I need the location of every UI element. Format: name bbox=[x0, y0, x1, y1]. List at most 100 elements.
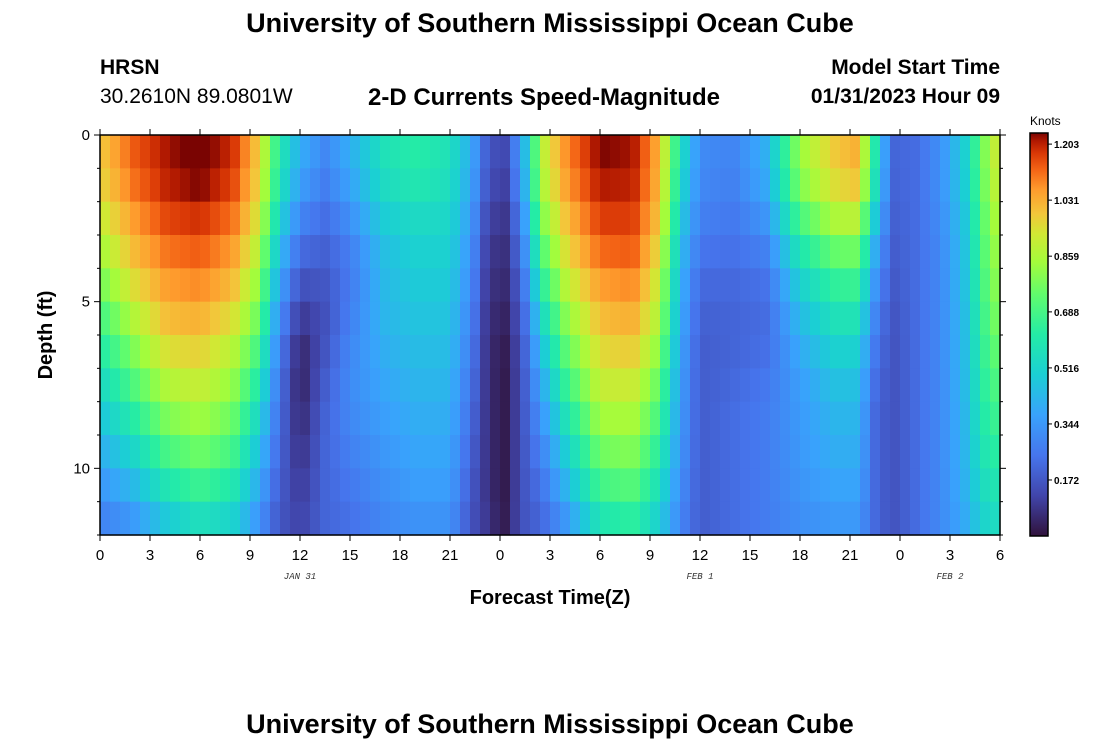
heatmap-cell bbox=[400, 368, 411, 403]
heatmap-cell bbox=[110, 135, 121, 169]
heatmap-cell bbox=[840, 201, 851, 236]
heatmap-cell bbox=[790, 201, 801, 236]
heatmap-cell bbox=[990, 335, 1001, 369]
heatmap-cell bbox=[640, 268, 651, 303]
heatmap-cell bbox=[930, 268, 941, 303]
colorbar-tick-label: 0.344 bbox=[1054, 420, 1079, 431]
heatmap-cell bbox=[620, 168, 631, 203]
heatmap-cell bbox=[300, 468, 311, 503]
heatmap-cell bbox=[600, 235, 611, 269]
heatmap-cell bbox=[280, 268, 291, 303]
heatmap-cell bbox=[860, 301, 871, 336]
heatmap-cell bbox=[900, 401, 911, 436]
heatmap-cell bbox=[340, 168, 351, 203]
heatmap-cell bbox=[860, 501, 871, 536]
heatmap-cell bbox=[790, 401, 801, 436]
heatmap-cell bbox=[460, 435, 471, 469]
heatmap-cell bbox=[100, 368, 111, 403]
heatmap-cell bbox=[240, 368, 251, 403]
heatmap-cell bbox=[200, 168, 211, 203]
heatmap-cell bbox=[400, 468, 411, 503]
heatmap-cell bbox=[800, 468, 811, 503]
heatmap-cell bbox=[530, 201, 541, 236]
heatmap-cell bbox=[170, 501, 181, 536]
heatmap-cell bbox=[440, 468, 451, 503]
heatmap-cell bbox=[420, 201, 431, 236]
heatmap-cell bbox=[230, 335, 241, 369]
heatmap-cell bbox=[490, 401, 501, 436]
heatmap-cell bbox=[230, 235, 241, 269]
heatmap-cell bbox=[220, 201, 231, 236]
heatmap-cell bbox=[400, 168, 411, 203]
heatmap-cell bbox=[320, 368, 331, 403]
heatmap-cell bbox=[820, 501, 831, 536]
heatmap-cell bbox=[780, 468, 791, 503]
heatmap-cell bbox=[150, 301, 161, 336]
heatmap-cell bbox=[600, 435, 611, 469]
heatmap-cell bbox=[770, 135, 781, 169]
heatmap-cell bbox=[890, 301, 901, 336]
heatmap-cell bbox=[450, 401, 461, 436]
heatmap-cell bbox=[880, 435, 891, 469]
heatmap-cell bbox=[390, 368, 401, 403]
heatmap-cell bbox=[790, 235, 801, 269]
heatmap-cell bbox=[830, 501, 841, 536]
heatmap-cell bbox=[670, 401, 681, 436]
heatmap-cell bbox=[400, 401, 411, 436]
heatmap-cell bbox=[960, 301, 971, 336]
heatmap-cell bbox=[470, 235, 481, 269]
heatmap-cell bbox=[180, 135, 191, 169]
heatmap-cell bbox=[610, 435, 621, 469]
heatmap-cell bbox=[600, 335, 611, 369]
heatmap-cell bbox=[160, 168, 171, 203]
heatmap-cell bbox=[440, 501, 451, 536]
heatmap-cell bbox=[830, 401, 841, 436]
heatmap-cell bbox=[360, 301, 371, 336]
heatmap-cell bbox=[880, 168, 891, 203]
heatmap-cell bbox=[390, 268, 401, 303]
heatmap-cell bbox=[830, 435, 841, 469]
heatmap-cell bbox=[640, 301, 651, 336]
heatmap-cell bbox=[920, 301, 931, 336]
heatmap-cell bbox=[810, 501, 821, 536]
heatmap-cell bbox=[530, 401, 541, 436]
heatmap-cell bbox=[540, 201, 551, 236]
heatmap-cell bbox=[200, 135, 211, 169]
heatmap-cell bbox=[120, 501, 131, 536]
heatmap-cell bbox=[920, 201, 931, 236]
heatmap-cell bbox=[300, 501, 311, 536]
heatmap-cell bbox=[480, 368, 491, 403]
heatmap-cell bbox=[920, 168, 931, 203]
heatmap-cell bbox=[900, 435, 911, 469]
heatmap-cell bbox=[500, 168, 511, 203]
heatmap-cell bbox=[140, 468, 151, 503]
heatmap-cell bbox=[400, 268, 411, 303]
heatmap-cell bbox=[260, 268, 271, 303]
heatmap-cell bbox=[280, 435, 291, 469]
heatmap-cell bbox=[280, 335, 291, 369]
heatmap-cell bbox=[490, 235, 501, 269]
heatmap-cell bbox=[220, 268, 231, 303]
heatmap-cell bbox=[270, 268, 281, 303]
heatmap-cell bbox=[910, 435, 921, 469]
heatmap-cell bbox=[270, 301, 281, 336]
heatmap-cell bbox=[680, 435, 691, 469]
heatmap-cell bbox=[320, 168, 331, 203]
heatmap-cell bbox=[960, 335, 971, 369]
heatmap-cell bbox=[220, 135, 231, 169]
heatmap-cell bbox=[460, 235, 471, 269]
heatmap-cell bbox=[240, 301, 251, 336]
heatmap-cell bbox=[230, 301, 241, 336]
heatmap-cell bbox=[790, 501, 801, 536]
x-tick-label: 9 bbox=[246, 547, 254, 564]
heatmap-cell bbox=[300, 135, 311, 169]
heatmap-cell bbox=[670, 235, 681, 269]
heatmap-cell bbox=[420, 235, 431, 269]
heatmap-cell bbox=[170, 468, 181, 503]
heatmap-cell bbox=[580, 135, 591, 169]
heatmap-cell bbox=[760, 168, 771, 203]
heatmap-cell bbox=[230, 401, 241, 436]
heatmap-cell bbox=[460, 335, 471, 369]
heatmap-cell bbox=[300, 301, 311, 336]
heatmap-cell bbox=[340, 135, 351, 169]
